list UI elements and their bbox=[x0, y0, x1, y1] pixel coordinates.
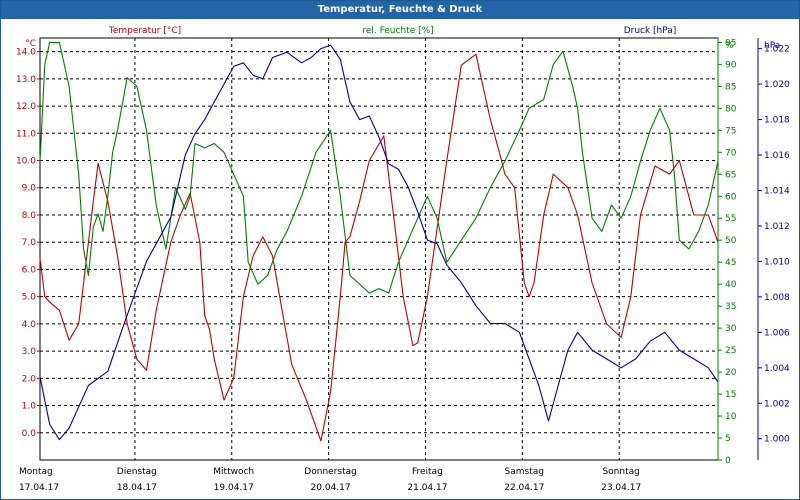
humidity-tick-label: 10 bbox=[725, 412, 737, 422]
humidity-unit-label: % bbox=[725, 41, 734, 51]
temperature-tick-label: 6.0 bbox=[22, 265, 37, 275]
x-tick-day-label: Freitag bbox=[412, 467, 443, 477]
axis-headers: Temperatur [°C] rel. Feuchte [%] Druck [hP… bbox=[108, 26, 676, 36]
pressure-tick-label: 1.008 bbox=[764, 293, 790, 303]
humidity-tick-label: 90 bbox=[725, 60, 737, 70]
temperature-tick-label: 8.0 bbox=[22, 211, 37, 221]
humidity-axis: 0 5 10 15 20 25 30 35 40 45 50 55 60 65 70 75 80 85 90 95% bbox=[717, 38, 737, 466]
temperature-tick-label: 7.0 bbox=[22, 238, 37, 248]
temperature-tick-label: 0.0 bbox=[22, 429, 37, 439]
temperature-tick-label: 5.0 bbox=[22, 293, 37, 303]
x-tick-date-label: 19.04.17 bbox=[214, 483, 254, 493]
pressure-tick-label: 1.002 bbox=[764, 399, 790, 409]
humidity-tick-label: 70 bbox=[725, 148, 737, 158]
humidity-tick-label: 20 bbox=[725, 368, 737, 378]
humidity-tick-label: 85 bbox=[725, 82, 736, 92]
humidity-tick-label: 45 bbox=[725, 258, 736, 268]
x-tick-day-label: Samstag bbox=[505, 467, 544, 477]
series-layer bbox=[39, 41, 719, 442]
x-tick-day-label: Donnerstag bbox=[304, 467, 357, 477]
humidity-tick-label: 65 bbox=[725, 170, 736, 180]
x-tick-day-label: Sonntag bbox=[602, 467, 639, 477]
humidity-tick-label: 80 bbox=[725, 104, 737, 114]
humidity-tick-label: 0 bbox=[725, 456, 731, 466]
x-tick-day-label: Dienstag bbox=[117, 467, 157, 477]
temperature-tick-label: 10.0 bbox=[16, 157, 36, 167]
x-tick-date-label: 20.04.17 bbox=[311, 483, 351, 493]
pressure-tick-label: 1.010 bbox=[764, 257, 790, 267]
temperature-line bbox=[39, 53, 719, 442]
temperature-tick-label: 14.0 bbox=[16, 48, 36, 58]
pressure-tick-label: 1.018 bbox=[764, 116, 790, 126]
pressure-tick-label: 1.016 bbox=[764, 151, 790, 161]
temperature-tick-label: 3.0 bbox=[22, 347, 37, 357]
pressure-tick-label: 1.020 bbox=[764, 80, 790, 90]
humidity-tick-label: 35 bbox=[725, 302, 736, 312]
humidity-tick-label: 25 bbox=[725, 346, 736, 356]
humidity-tick-label: 40 bbox=[725, 280, 737, 290]
x-tick-day-label: Montag bbox=[19, 467, 53, 477]
pressure-tick-label: 1.000 bbox=[764, 435, 790, 445]
temperature-unit-label: °C bbox=[25, 39, 36, 49]
pressure-tick-label: 1.022 bbox=[764, 45, 790, 55]
x-tick-date-label: 21.04.17 bbox=[407, 483, 447, 493]
humidity-tick-label: 95 bbox=[725, 38, 736, 48]
pressure-unit-label: hPa bbox=[764, 41, 780, 51]
plot-area bbox=[39, 37, 719, 461]
temperature-tick-label: 12.0 bbox=[16, 102, 36, 112]
pressure-line bbox=[39, 44, 719, 441]
humidity-line bbox=[39, 41, 719, 294]
grid bbox=[40, 38, 718, 460]
humidity-tick-label: 50 bbox=[725, 236, 737, 246]
humidity-tick-label: 55 bbox=[725, 214, 736, 224]
temperature-tick-label: 11.0 bbox=[16, 129, 36, 139]
pressure-tick-label: 1.006 bbox=[764, 328, 790, 338]
temperature-axis-title: Temperatur [°C] bbox=[108, 26, 181, 36]
temperature-axis: 0.0 1.0 2.0 3.0 4.0 5.0 6.0 7.0 8.0 9.0 10.0 11.0 12… bbox=[16, 39, 40, 439]
temperature-tick-label: 4.0 bbox=[22, 320, 37, 330]
temperature-tick-label: 13.0 bbox=[16, 75, 36, 85]
humidity-tick-label: 60 bbox=[725, 192, 737, 202]
x-tick-date-label: 18.04.17 bbox=[117, 483, 157, 493]
x-axis: Montag 17.04.17 Dienstag 18.04.17 Mittwoch 19… bbox=[19, 467, 641, 493]
pressure-tick-label: 1.012 bbox=[764, 222, 790, 232]
temperature-tick-label: 9.0 bbox=[22, 184, 37, 194]
x-tick-date-label: 22.04.17 bbox=[504, 483, 544, 493]
x-tick-date-label: 23.04.17 bbox=[601, 483, 641, 493]
pressure-axis-title: Druck [hPa] bbox=[624, 26, 677, 36]
pressure-axis: 1.000 1.002 1.004 1.006 1.008 1.010 1.012 1.014… bbox=[757, 38, 790, 460]
temperature-tick-label: 1.0 bbox=[22, 402, 37, 412]
temperature-tick-label: 2.0 bbox=[22, 374, 37, 384]
humidity-tick-label: 15 bbox=[725, 390, 736, 400]
pressure-tick-label: 1.014 bbox=[764, 186, 790, 196]
humidity-tick-label: 30 bbox=[725, 324, 737, 334]
humidity-tick-label: 5 bbox=[725, 434, 731, 444]
plot-border bbox=[39, 37, 719, 461]
humidity-tick-label: 75 bbox=[725, 126, 736, 136]
x-tick-day-label: Mittwoch bbox=[213, 467, 254, 477]
humidity-axis-title: rel. Feuchte [%] bbox=[362, 26, 433, 36]
pressure-tick-label: 1.004 bbox=[764, 364, 790, 374]
x-tick-date-label: 17.04.17 bbox=[19, 483, 59, 493]
window-title: Temperatur, Feuchte & Druck bbox=[1, 1, 799, 19]
